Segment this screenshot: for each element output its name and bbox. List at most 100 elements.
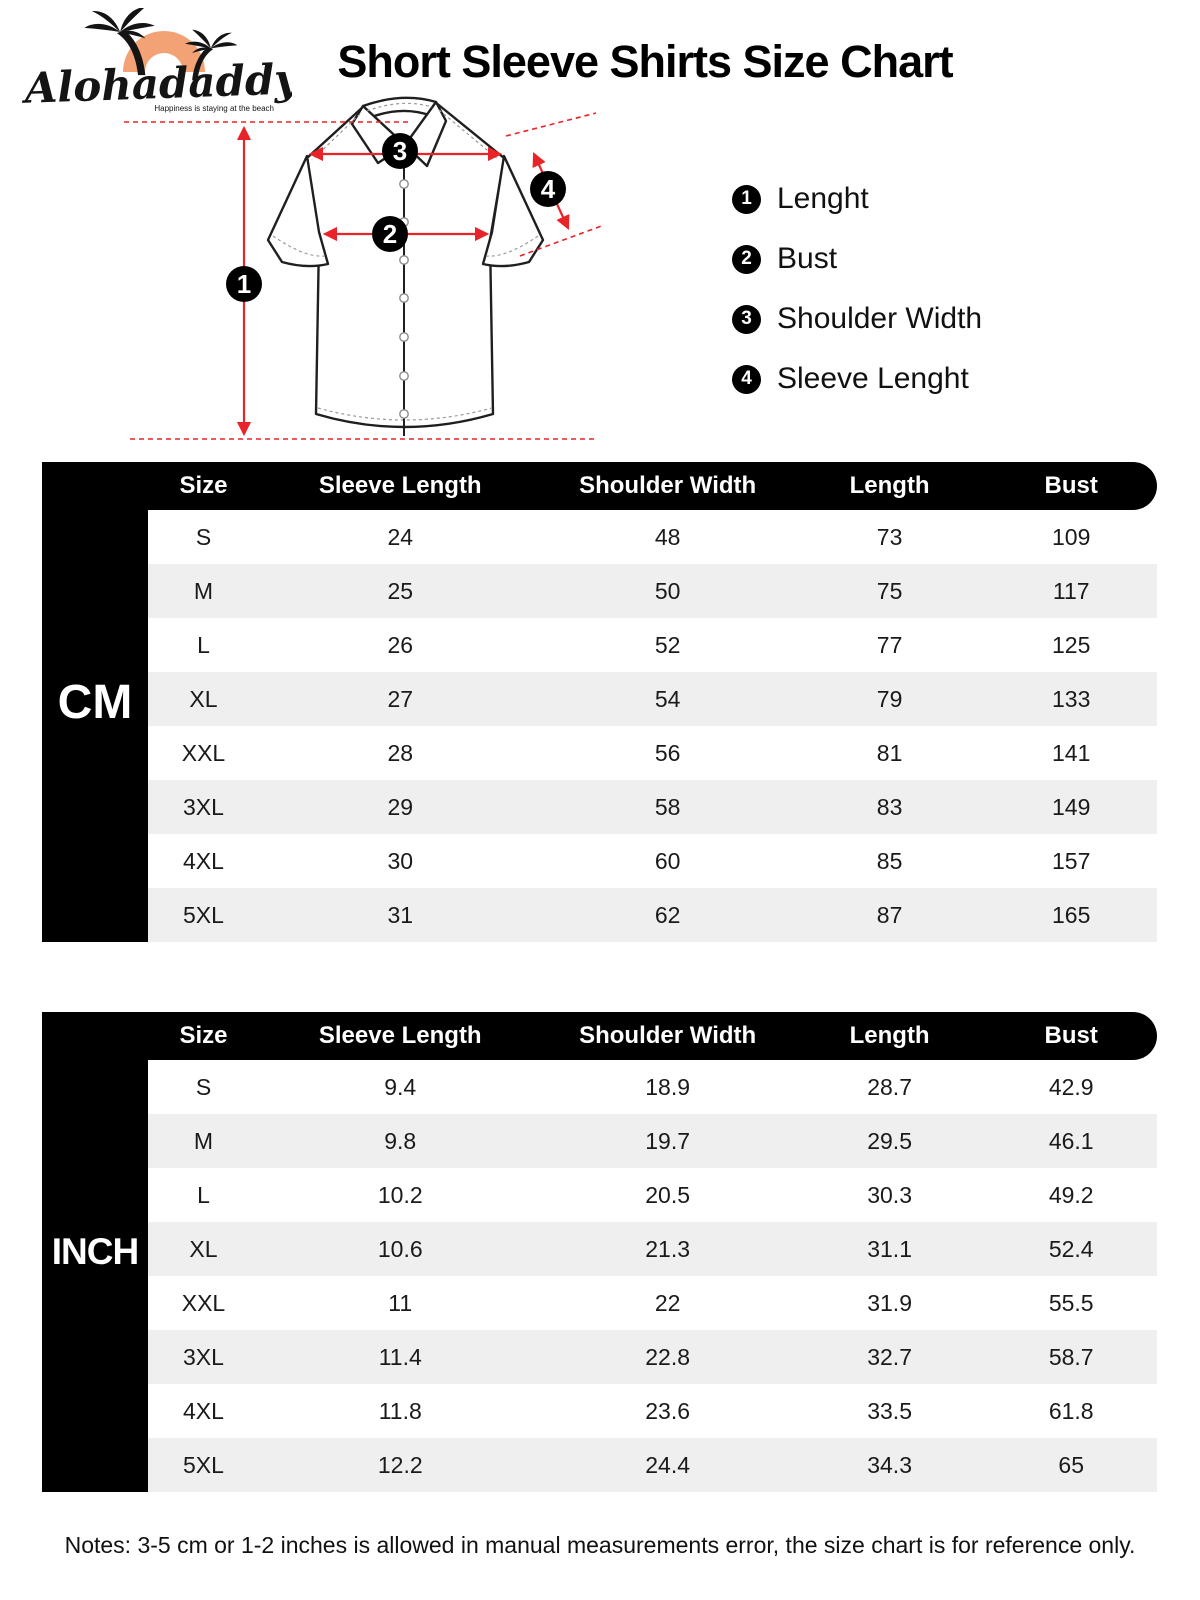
legend-label: Sleeve Lenght <box>777 362 969 395</box>
size-cell: S <box>195 1073 212 1100</box>
brand-logo: Alohadaddy Happiness is staying at the b… <box>20 6 302 116</box>
table-row: 5XL 31 62 87 165 <box>148 888 1157 942</box>
value-cell: 50 <box>654 577 681 604</box>
size-table-inch: INCH Size Sleeve Length Shoulder Width Leng… <box>42 1012 1157 1492</box>
notes-text: Notes: 3-5 cm or 1-2 inches is allowed i… <box>64 1532 1136 1558</box>
table-row: 4XL 11.8 23.6 33.5 61.8 <box>148 1384 1157 1438</box>
value-cell: 9.4 <box>384 1073 417 1100</box>
table-body: S 9.4 18.9 28.7 42.9 M 9.8 19.7 29.5 46.1 L 10.2 20.… <box>148 1060 1157 1492</box>
value-cell: 49.2 <box>1048 1181 1094 1208</box>
value-cell: 22.8 <box>645 1343 690 1370</box>
table-header-row: Size Sleeve Length Shoulder Width Length Bus… <box>42 462 1157 510</box>
value-cell: 25 <box>387 577 414 604</box>
value-cell: 29 <box>387 793 414 820</box>
size-cell: 4XL <box>183 1397 224 1424</box>
value-cell: 52 <box>654 631 681 658</box>
table-row: 5XL 12.2 24.4 34.3 65 <box>148 1438 1157 1492</box>
legend-num-badge: 4 <box>732 364 761 394</box>
value-cell: 58.7 <box>1048 1343 1094 1370</box>
value-cell: 33.5 <box>867 1397 912 1424</box>
value-cell: 81 <box>876 739 903 766</box>
size-cell: 3XL <box>183 1343 224 1370</box>
column-header: Length <box>849 1022 930 1049</box>
value-cell: 31.1 <box>867 1235 912 1262</box>
column-header: Bust <box>1044 472 1098 499</box>
table-row: L 26 52 77 125 <box>148 618 1157 672</box>
table-row: S 9.4 18.9 28.7 42.9 <box>148 1060 1157 1114</box>
size-cell: 3XL <box>183 793 224 820</box>
size-cell: L <box>197 1181 210 1208</box>
value-cell: 87 <box>876 901 903 928</box>
legend-item-length: 1 Lenght <box>732 180 982 218</box>
legend-num-badge: 1 <box>732 184 761 214</box>
value-cell: 109 <box>1052 523 1091 550</box>
legend-num-badge: 2 <box>732 244 761 274</box>
table-row: M 9.8 19.7 29.5 46.1 <box>148 1114 1157 1168</box>
value-cell: 165 <box>1052 901 1091 928</box>
value-cell: 55.5 <box>1048 1289 1094 1316</box>
column-header: Shoulder Width <box>579 1022 757 1049</box>
size-cell: 5XL <box>183 901 224 928</box>
table-row: S 24 48 73 109 <box>148 510 1157 564</box>
legend-item-bust: 2 Bust <box>732 240 982 278</box>
column-header: Sleeve Length <box>318 472 482 499</box>
legend-label: Lenght <box>777 182 869 215</box>
value-cell: 24 <box>387 523 414 550</box>
value-cell: 133 <box>1052 685 1091 712</box>
value-cell: 62 <box>654 901 681 928</box>
value-cell: 24.4 <box>645 1451 690 1478</box>
table-row: XL 27 54 79 133 <box>148 672 1157 726</box>
value-cell: 21.3 <box>645 1235 690 1262</box>
value-cell: 10.2 <box>377 1181 423 1208</box>
table-row: 3XL 11.4 22.8 32.7 58.7 <box>148 1330 1157 1384</box>
palm-sunset-icon: Alohadaddy Happiness is staying at the b… <box>20 6 302 113</box>
marker-4: 4 <box>541 174 556 204</box>
size-cell: S <box>195 523 212 550</box>
value-cell: 31.9 <box>867 1289 912 1316</box>
value-cell: 20.5 <box>645 1181 690 1208</box>
legend-item-shoulder-width: 3 Shoulder Width <box>732 300 982 338</box>
column-header: Sleeve Length <box>318 1022 482 1049</box>
brand-tagline: Happiness is staying at the beach <box>154 104 274 113</box>
column-header: Bust <box>1044 1022 1098 1049</box>
size-table-cm: CM Size Sleeve Length Shoulder Width Length… <box>42 462 1157 942</box>
size-cell: XXL <box>181 739 226 766</box>
value-cell: 30.3 <box>867 1181 912 1208</box>
value-cell: 18.9 <box>645 1073 690 1100</box>
legend-item-sleeve-length: 4 Sleeve Lenght <box>732 360 982 398</box>
value-cell: 11.8 <box>378 1397 422 1424</box>
value-cell: 11.4 <box>378 1343 422 1370</box>
table-row: XXL 28 56 81 141 <box>148 726 1157 780</box>
value-cell: 61.8 <box>1048 1397 1094 1424</box>
value-cell: 26 <box>387 631 414 658</box>
value-cell: 9.8 <box>384 1127 417 1154</box>
value-cell: 83 <box>876 793 903 820</box>
value-cell: 12.2 <box>377 1451 423 1478</box>
value-cell: 117 <box>1052 577 1090 604</box>
table-header-row: Size Sleeve Length Shoulder Width Length Bus… <box>42 1012 1157 1060</box>
size-cell: L <box>197 631 210 658</box>
size-cell: M <box>193 577 214 604</box>
value-cell: 85 <box>876 847 903 874</box>
marker-3: 3 <box>393 136 407 166</box>
value-cell: 22 <box>654 1289 681 1316</box>
column-header: Size <box>179 1022 228 1049</box>
value-cell: 149 <box>1052 793 1091 820</box>
value-cell: 32.7 <box>867 1343 912 1370</box>
table-row: XXL 11 22 31.9 55.5 <box>148 1276 1157 1330</box>
value-cell: 30 <box>387 847 414 874</box>
value-cell: 10.6 <box>377 1235 423 1262</box>
value-cell: 42.9 <box>1048 1073 1094 1100</box>
legend-num-badge: 3 <box>732 304 761 334</box>
value-cell: 46.1 <box>1048 1127 1094 1154</box>
brand-name: Alohadaddy <box>22 54 292 113</box>
size-cell: 5XL <box>183 1451 224 1478</box>
value-cell: 125 <box>1052 631 1091 658</box>
table-row: 4XL 30 60 85 157 <box>148 834 1157 888</box>
value-cell: 79 <box>876 685 903 712</box>
size-cell: M <box>193 1127 214 1154</box>
table-body: S 24 48 73 109 M 25 50 75 117 L 26 52 77 125 XL 27 54 79 13… <box>148 510 1157 942</box>
table-row: L 10.2 20.5 30.3 49.2 <box>148 1168 1157 1222</box>
size-cell: XXL <box>181 1289 226 1316</box>
